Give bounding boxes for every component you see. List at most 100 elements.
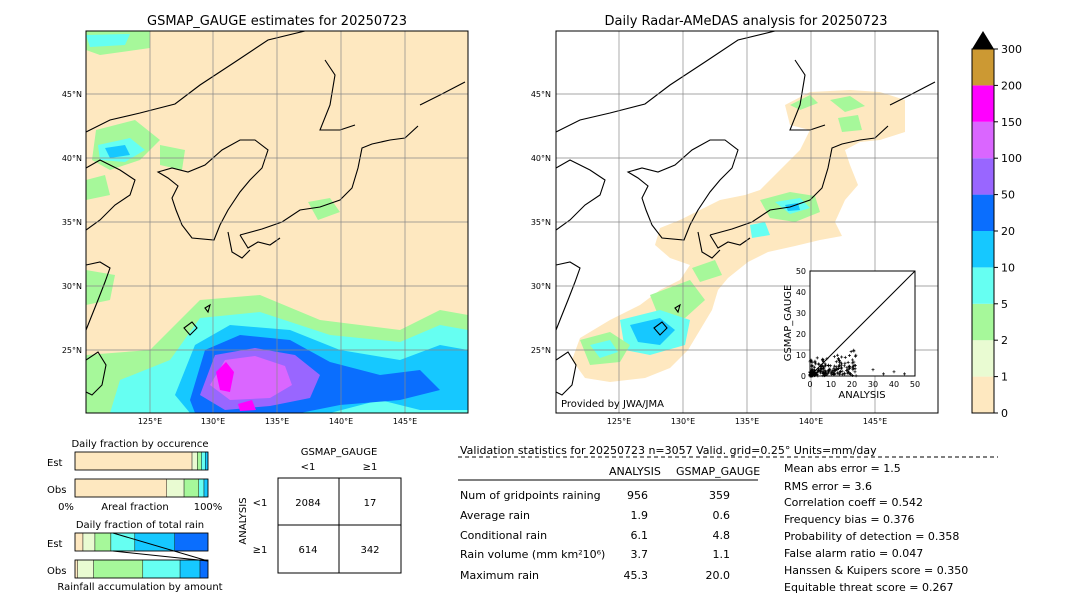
validation-row-gsmap: 1.1 — [712, 548, 731, 561]
scatter-point — [834, 360, 838, 364]
scatter-point — [845, 371, 849, 375]
contingency-col-ge: ≥1 — [363, 462, 378, 473]
scatter-point — [809, 358, 813, 362]
lon-label: 145°E — [393, 417, 417, 426]
scatter-point — [823, 371, 827, 375]
scatter-x-tick: 10 — [826, 380, 836, 389]
scatter-point — [825, 372, 829, 376]
fraction-bar-segment — [198, 478, 205, 498]
scatter-point — [853, 367, 857, 371]
scatter-point — [843, 355, 847, 359]
scatter-point — [846, 369, 850, 373]
validation-row-label: Conditional rain — [460, 529, 548, 542]
right-map-title: Daily Radar-AMeDAS analysis for 20250723 — [605, 14, 888, 29]
validation-row-gsmap: 4.8 — [712, 529, 731, 542]
scatter-point — [822, 374, 826, 378]
colorbar-label: 10 — [1001, 261, 1015, 274]
contingency-row-ge: ≥1 — [253, 545, 268, 556]
validation-row-analysis: 6.1 — [630, 529, 649, 542]
scatter-point — [833, 369, 837, 373]
fraction-bar-outline — [74, 559, 209, 579]
score-correlation: Correlation coeff = 0.542 — [784, 496, 923, 509]
occurrence-chart: Daily fraction by occurence Est Obs 0% A… — [47, 439, 222, 513]
scatter-point — [825, 357, 829, 361]
scatter-y-ticks: 0 10 20 30 40 50 — [796, 267, 806, 381]
lon-label: 140°E — [799, 417, 823, 426]
validation-row-analysis: 1.9 — [630, 509, 649, 522]
fraction-bar-segment — [191, 451, 198, 471]
scatter-point — [816, 362, 820, 366]
lat-label: 25°N — [531, 346, 551, 355]
colorbar-segment — [972, 49, 994, 86]
scatter-y-tick: 40 — [796, 288, 806, 297]
scatter-point — [820, 358, 824, 362]
scatter-point — [832, 355, 836, 359]
validation-row-label: Num of gridpoints raining — [460, 489, 601, 502]
colorbar-segment — [972, 376, 994, 413]
scatter-point — [842, 364, 846, 368]
left-map-frame — [85, 30, 469, 414]
colorbar-segment — [972, 231, 994, 268]
scatter-point — [840, 369, 844, 373]
contingency-cell: 2084 — [295, 498, 320, 509]
lon-label: 125°E — [138, 417, 162, 426]
score-probability-detection: Probability of detection = 0.358 — [784, 530, 960, 543]
colorbar-segment — [972, 194, 994, 231]
score-rms-error: RMS error = 3.6 — [784, 480, 872, 493]
scatter-point — [847, 364, 851, 368]
scatter-point — [817, 368, 821, 372]
validation-header: Validation statistics for 20250723 n=305… — [460, 444, 877, 457]
contingency-row-lt: <1 — [253, 498, 268, 509]
scatter-point — [854, 374, 858, 378]
scatter-point — [810, 361, 814, 365]
validation-row-analysis: 45.3 — [623, 569, 649, 582]
scatter-point — [851, 373, 855, 377]
scatter-y-tick: 10 — [796, 351, 806, 360]
occurrence-axis-mid: Areal fraction — [101, 502, 168, 513]
lat-label: 45°N — [62, 90, 82, 99]
scatter-point — [839, 366, 843, 370]
scatter-x-tick: 30 — [868, 380, 878, 389]
score-hanssen-kuipers: Hanssen & Kuipers score = 0.350 — [784, 564, 969, 577]
scatter-point — [852, 360, 856, 364]
score-mean-abs-error: Mean abs error = 1.5 — [784, 462, 901, 475]
colorbar-segment — [972, 267, 994, 304]
scatter-point — [882, 372, 885, 376]
validation-row-label: Average rain — [460, 509, 530, 522]
validation-row-gsmap: 359 — [709, 489, 730, 502]
scatter-point — [815, 356, 819, 360]
fraction-bar-segment — [166, 478, 185, 498]
colorbar-segment — [972, 121, 994, 159]
colorbar-label: 50 — [1001, 189, 1015, 202]
fraction-bar-segment — [142, 559, 181, 579]
fraction-bar-segment — [93, 559, 144, 579]
right-lon-labels: 125°E 130°E 135°E 140°E 145°E — [607, 417, 887, 426]
validation-col-analysis: ANALYSIS — [609, 465, 661, 478]
scatter-point — [812, 365, 816, 369]
scatter-point — [871, 368, 875, 372]
scatter-point — [854, 353, 858, 357]
occurrence-title: Daily fraction by occurence — [71, 439, 208, 450]
scatter-point — [822, 366, 826, 370]
fraction-bar-segment — [74, 478, 167, 498]
fraction-bar-segment — [74, 451, 193, 471]
fraction-bar-outline — [74, 451, 209, 471]
scatter-point — [840, 363, 844, 367]
scatter-inset: 0 10 20 30 40 50 0 10 20 30 40 50 ANALYSIS GSMAP_G… — [783, 267, 920, 401]
occurrence-row-obs: Obs — [47, 485, 66, 496]
occurrence-axis-left: 0% — [58, 502, 74, 513]
fraction-bar-segment — [94, 532, 112, 552]
fraction-bar-segment — [82, 532, 96, 552]
colorbar-label: 2 — [1001, 334, 1008, 347]
contingency-cell: 342 — [360, 545, 379, 556]
colorbar-segments — [972, 49, 994, 413]
lat-label: 35°N — [62, 218, 82, 227]
fraction-bar-segment — [74, 532, 84, 552]
scatter-y-tick: 30 — [796, 309, 806, 318]
scatter-x-tick: 50 — [910, 380, 920, 389]
lon-label: 135°E — [735, 417, 759, 426]
contingency-col-lt: <1 — [301, 462, 316, 473]
scatter-point — [810, 368, 814, 372]
left-map-title: GSMAP_GAUGE estimates for 20250723 — [147, 14, 407, 29]
scatter-point — [840, 355, 844, 359]
